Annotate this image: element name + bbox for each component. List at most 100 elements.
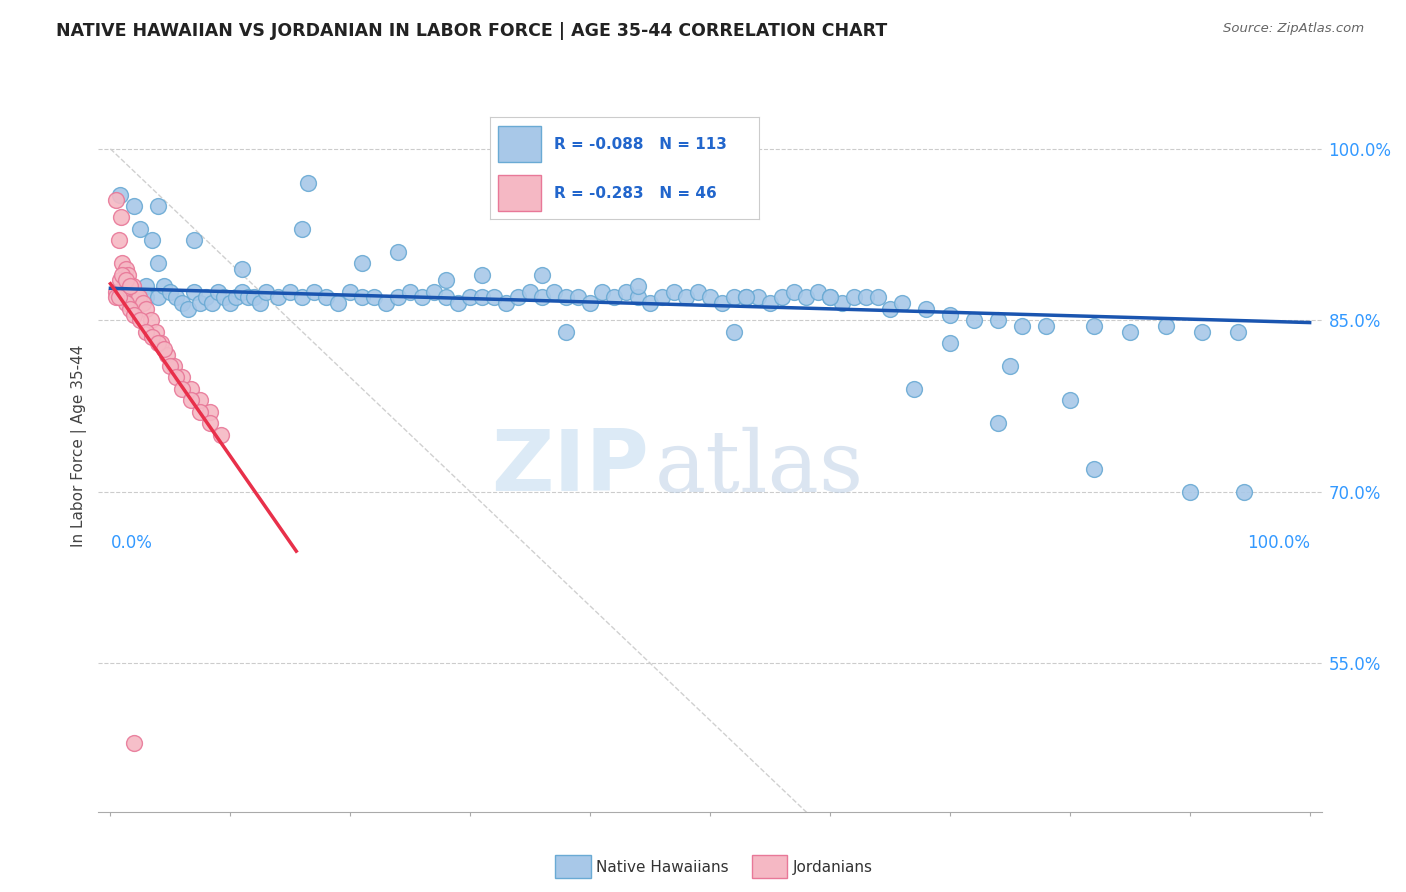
Point bbox=[207, 285, 229, 299]
Point bbox=[159, 285, 181, 299]
Point bbox=[111, 290, 134, 304]
Point bbox=[201, 296, 224, 310]
Point bbox=[243, 290, 266, 304]
Point bbox=[165, 290, 187, 304]
Point bbox=[124, 199, 146, 213]
Point bbox=[543, 285, 565, 299]
Point bbox=[579, 296, 602, 310]
Point bbox=[818, 290, 841, 304]
Point bbox=[591, 285, 613, 299]
Point bbox=[831, 296, 853, 310]
Point bbox=[879, 301, 901, 316]
Point bbox=[198, 416, 221, 430]
Point bbox=[939, 308, 962, 322]
Point bbox=[1178, 484, 1201, 499]
Point bbox=[214, 290, 236, 304]
Point bbox=[818, 290, 841, 304]
Point bbox=[105, 290, 128, 304]
Point bbox=[115, 261, 138, 276]
Point bbox=[105, 285, 128, 299]
Point bbox=[124, 290, 146, 304]
Point bbox=[219, 296, 242, 310]
Point bbox=[627, 279, 650, 293]
Point bbox=[172, 382, 194, 396]
Point bbox=[531, 290, 554, 304]
Point bbox=[998, 359, 1021, 373]
Point bbox=[662, 285, 685, 299]
Point bbox=[111, 256, 134, 270]
Text: Jordanians: Jordanians bbox=[793, 860, 873, 874]
Point bbox=[231, 261, 253, 276]
Point bbox=[638, 296, 661, 310]
Point bbox=[352, 256, 374, 270]
Point bbox=[723, 325, 745, 339]
Point bbox=[794, 290, 817, 304]
Point bbox=[352, 290, 374, 304]
Point bbox=[783, 285, 806, 299]
Y-axis label: In Labor Force | Age 35-44: In Labor Force | Age 35-44 bbox=[72, 345, 87, 547]
Point bbox=[375, 296, 398, 310]
Point bbox=[1191, 325, 1213, 339]
Point bbox=[1035, 318, 1057, 333]
Point bbox=[108, 273, 131, 287]
Point bbox=[387, 290, 409, 304]
Point bbox=[471, 268, 494, 282]
Point bbox=[842, 290, 865, 304]
Point bbox=[711, 296, 734, 310]
Point bbox=[531, 268, 554, 282]
Point bbox=[291, 290, 314, 304]
Point bbox=[291, 222, 314, 236]
Point bbox=[195, 290, 218, 304]
Point bbox=[519, 285, 541, 299]
Point bbox=[735, 290, 758, 304]
Point bbox=[117, 268, 139, 282]
Point bbox=[135, 325, 157, 339]
Text: Source: ZipAtlas.com: Source: ZipAtlas.com bbox=[1223, 22, 1364, 36]
Point bbox=[495, 296, 517, 310]
Point bbox=[471, 290, 494, 304]
Point bbox=[135, 301, 157, 316]
Point bbox=[183, 285, 205, 299]
Point bbox=[1154, 318, 1177, 333]
Point bbox=[238, 290, 260, 304]
Point bbox=[209, 427, 232, 442]
Point bbox=[1083, 318, 1105, 333]
Point bbox=[153, 279, 176, 293]
Point bbox=[188, 296, 212, 310]
Point bbox=[148, 336, 170, 351]
Point bbox=[699, 290, 721, 304]
Point bbox=[1011, 318, 1033, 333]
Point bbox=[735, 290, 758, 304]
Point bbox=[458, 290, 481, 304]
Point bbox=[723, 290, 745, 304]
Point bbox=[315, 290, 337, 304]
Point bbox=[614, 285, 637, 299]
Point bbox=[447, 296, 470, 310]
Point bbox=[651, 290, 673, 304]
Point bbox=[675, 290, 697, 304]
Point bbox=[555, 325, 578, 339]
Point bbox=[115, 273, 138, 287]
Point bbox=[423, 285, 446, 299]
Point bbox=[108, 187, 131, 202]
Point bbox=[132, 296, 155, 310]
Point bbox=[159, 359, 181, 373]
Point bbox=[890, 296, 912, 310]
Point bbox=[112, 279, 135, 293]
Point bbox=[770, 290, 793, 304]
Point bbox=[987, 416, 1010, 430]
Point bbox=[807, 285, 830, 299]
Point bbox=[328, 296, 350, 310]
Point bbox=[627, 290, 650, 304]
Point bbox=[141, 233, 163, 247]
Point bbox=[141, 313, 163, 327]
Point bbox=[180, 393, 202, 408]
Point bbox=[165, 370, 187, 384]
Point bbox=[180, 382, 202, 396]
Point bbox=[118, 301, 141, 316]
Point bbox=[115, 296, 138, 310]
Point bbox=[163, 359, 186, 373]
Point bbox=[108, 290, 131, 304]
Point bbox=[135, 279, 157, 293]
Point bbox=[111, 268, 134, 282]
